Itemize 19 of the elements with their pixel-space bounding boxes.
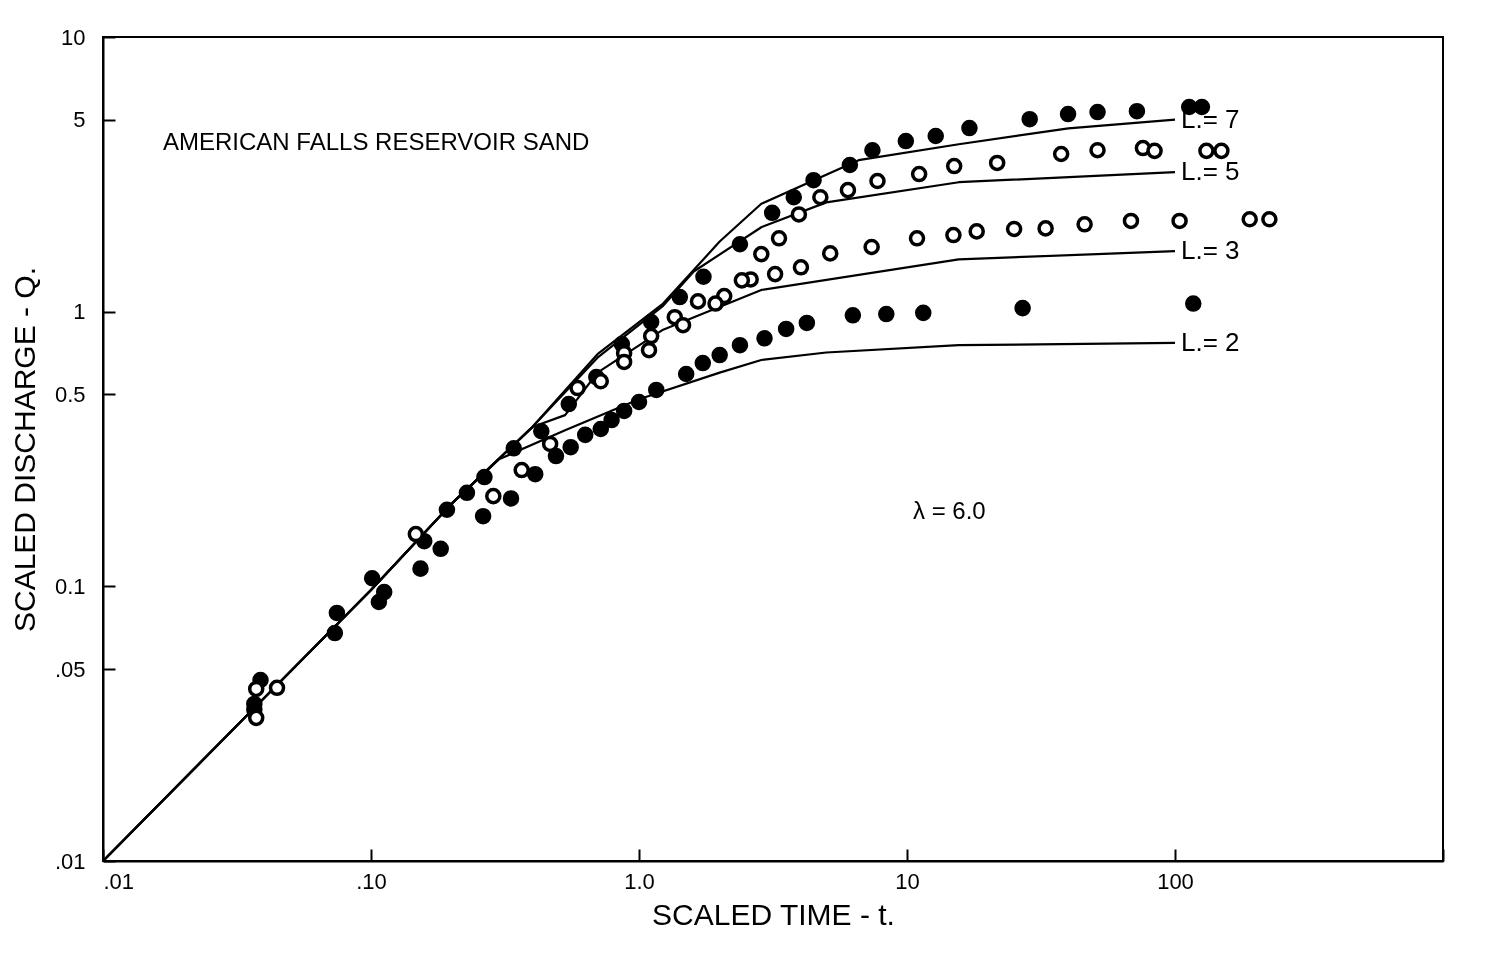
y-axis-title: SCALED DISCHARGE - Q. — [7, 266, 41, 633]
y-tick-label: 1 — [73, 299, 86, 325]
x-tick-label: 10 — [895, 868, 920, 894]
x-axis-title: SCALED TIME - t. — [652, 897, 895, 931]
y-tick-label: 5 — [73, 107, 86, 133]
x-tick-label: 100 — [1157, 868, 1194, 894]
y-tick-label: .01 — [54, 848, 86, 874]
annotation: λ = 6.0 — [913, 497, 986, 524]
annotation: AMERICAN FALLS RESERVOIR SAND — [163, 128, 590, 155]
series-label: L.= 5 — [1181, 156, 1240, 187]
x-tick-label: 1.0 — [624, 868, 655, 894]
y-tick-label: 0.1 — [54, 573, 86, 599]
series-label: L.= 2 — [1181, 326, 1240, 357]
y-tick-label: 0.5 — [54, 381, 86, 407]
x-tick-label: .01 — [103, 868, 135, 894]
y-tick-label: 10 — [61, 24, 86, 50]
x-tick-label: .10 — [356, 868, 387, 894]
y-tick-label: .05 — [54, 656, 86, 682]
series-label: L.= 3 — [1181, 235, 1240, 266]
